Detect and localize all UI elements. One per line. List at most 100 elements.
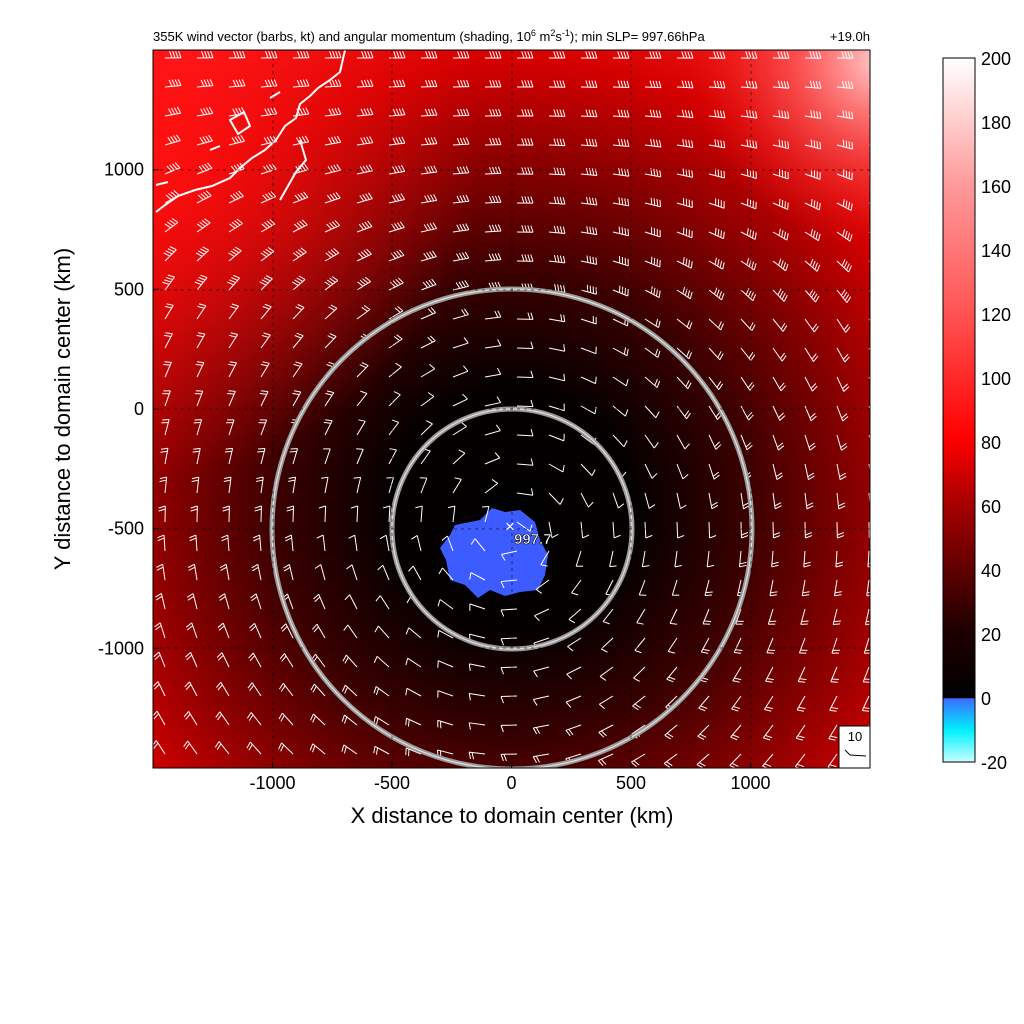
wind-barb	[836, 229, 853, 242]
wind-barb	[420, 136, 438, 146]
wind-barb	[344, 594, 358, 610]
wind-barb	[500, 666, 518, 675]
wind-barb	[800, 608, 809, 625]
wind-barb	[163, 361, 172, 378]
wind-barb	[484, 310, 502, 320]
wind-barb	[830, 666, 839, 683]
wind-barb	[829, 695, 839, 712]
wind-barb	[565, 724, 582, 737]
wind-barb	[804, 463, 815, 481]
wind-barb	[612, 226, 630, 237]
colorbar-tick-label: -20	[981, 753, 1007, 773]
wind-barb	[388, 334, 403, 349]
wind-barb	[323, 419, 333, 436]
wind-barb	[740, 168, 757, 179]
wind-barb	[405, 657, 422, 668]
wind-barb	[500, 724, 518, 733]
wind-barb	[420, 307, 437, 320]
wind-barb	[420, 335, 436, 349]
wind-barb	[341, 684, 358, 697]
wind-barb	[420, 278, 437, 291]
wind-barb	[796, 695, 806, 712]
wind-barb	[219, 563, 230, 581]
wind-barb	[185, 651, 198, 668]
wind-barb	[342, 654, 358, 668]
wind-barb	[862, 666, 870, 683]
wind-barb	[676, 227, 693, 239]
wind-barb	[548, 314, 566, 323]
wind-barb	[516, 51, 534, 59]
wind-barb	[484, 195, 502, 204]
colorbar-tick-label: 40	[981, 561, 1001, 581]
wind-barb	[500, 550, 518, 561]
wind-barb	[162, 274, 175, 291]
wind-barb	[762, 724, 774, 741]
wind-barb	[196, 218, 211, 233]
wind-barb	[548, 196, 566, 205]
wind-barb	[708, 257, 725, 270]
wind-barb	[223, 476, 232, 494]
x-axis-label: X distance to domain center (km)	[351, 803, 674, 828]
wind-barb	[388, 193, 406, 204]
wind-barb	[164, 332, 173, 349]
wind-barb	[164, 134, 181, 146]
wind-barb	[228, 246, 242, 262]
wind-barb	[341, 744, 358, 755]
wind-barb	[580, 316, 597, 325]
wind-barb	[516, 428, 534, 437]
wind-barb	[218, 593, 230, 610]
wind-barb	[452, 194, 470, 204]
wind-barb	[292, 390, 302, 407]
wind-barb	[405, 687, 422, 697]
wind-barb	[868, 86, 870, 88]
y-tick-label: 0	[134, 399, 144, 419]
wind-barb	[348, 534, 358, 552]
wind-barb	[548, 433, 565, 442]
wind-barb	[405, 627, 422, 639]
wind-barb	[676, 434, 690, 450]
wind-barb	[804, 80, 822, 89]
wind-barb	[700, 637, 710, 654]
wind-barb	[420, 108, 438, 117]
wind-barb	[438, 567, 454, 581]
wind-barb	[516, 80, 534, 88]
wind-barb	[196, 332, 206, 349]
wind-barb	[772, 228, 789, 241]
wind-barb	[388, 305, 404, 320]
wind-barb	[516, 341, 534, 349]
wind-barb	[260, 247, 275, 262]
wind-barb	[644, 80, 662, 89]
wind-barb	[309, 743, 326, 755]
y-axis-label: Y distance to domain center (km)	[50, 248, 75, 570]
wind-barb	[612, 347, 629, 357]
wind-barb	[836, 347, 850, 363]
wind-barb	[222, 505, 230, 523]
wind-barb	[452, 308, 469, 320]
wind-barb	[580, 226, 598, 236]
wind-barb	[468, 722, 486, 730]
wind-barb	[580, 80, 598, 88]
wind-barb	[195, 361, 205, 378]
wind-barb	[283, 563, 294, 581]
wind-barb	[580, 521, 590, 539]
wind-barb	[468, 751, 486, 760]
wind-barb	[797, 666, 807, 683]
wind-barb	[246, 741, 262, 755]
wind-barb	[708, 198, 725, 209]
wind-barb	[740, 109, 758, 119]
wind-barb	[284, 534, 294, 552]
wind-barb	[292, 163, 309, 175]
wind-barb	[708, 376, 724, 390]
wind-barb	[388, 79, 406, 88]
wind-barb	[740, 228, 757, 240]
wind-barb	[194, 390, 204, 407]
wind-barb	[548, 521, 559, 539]
wind-barb	[708, 492, 719, 510]
wind-barb	[866, 579, 870, 597]
wind-barb	[863, 637, 870, 654]
wind-barb	[324, 304, 338, 320]
wind-barb	[644, 376, 661, 388]
wind-barb	[676, 80, 694, 89]
wind-barb	[571, 579, 582, 596]
wind-barb	[516, 458, 534, 466]
